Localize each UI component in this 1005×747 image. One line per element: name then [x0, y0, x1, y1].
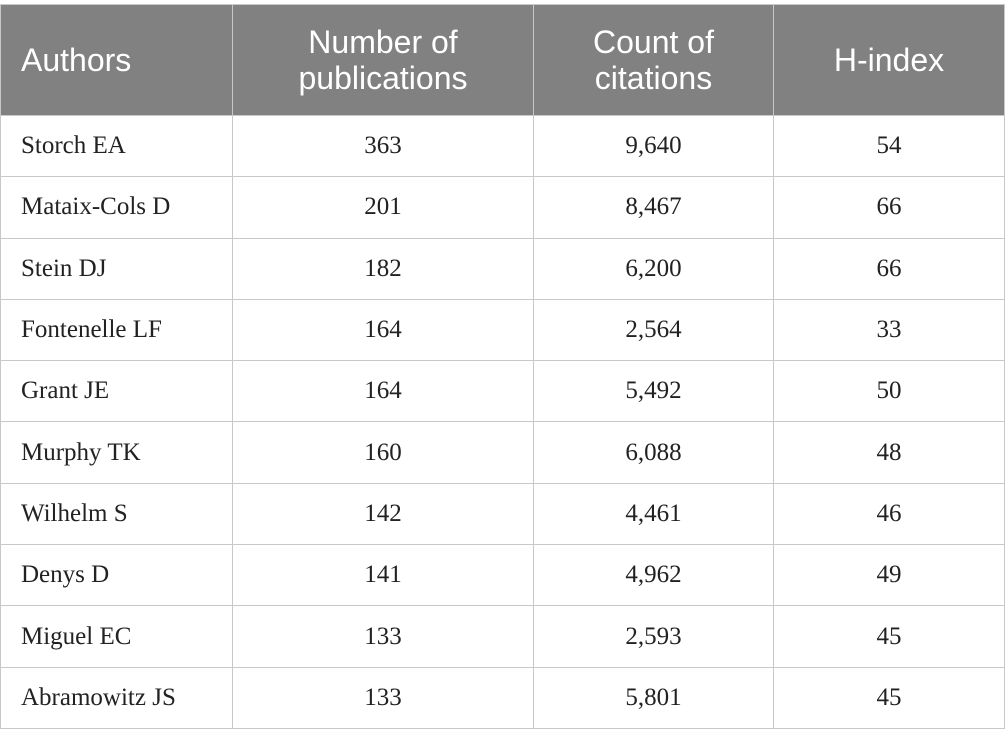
table-body: Storch EA 363 9,640 54 Mataix-Cols D 201 8,467…	[0, 114, 1005, 729]
table-row: Murphy TK 160 6,088 48	[0, 421, 1005, 484]
value-cell: 133	[232, 666, 534, 729]
value-cell: 54	[773, 114, 1005, 178]
value-cell: 4,962	[533, 544, 774, 607]
value-cell: 6,088	[533, 421, 774, 484]
value-cell: 45	[773, 605, 1005, 668]
author-cell: Denys D	[0, 544, 233, 607]
value-cell: 182	[232, 237, 534, 300]
value-cell: 5,492	[533, 360, 774, 423]
author-cell: Stein DJ	[0, 237, 233, 300]
value-cell: 66	[773, 237, 1005, 300]
value-cell: 5,801	[533, 666, 774, 729]
value-cell: 33	[773, 298, 1005, 362]
author-cell: Miguel EC	[0, 605, 233, 668]
table-row: Abramowitz JS 133 5,801 45	[0, 666, 1005, 729]
value-cell: 142	[232, 482, 534, 546]
value-cell: 45	[773, 666, 1005, 729]
data-table: Authors Number of publications Count of ci…	[0, 4, 1005, 729]
value-cell: 8,467	[533, 176, 774, 239]
header-cell: H-index	[773, 4, 1005, 116]
value-cell: 164	[232, 298, 534, 362]
value-cell: 363	[232, 114, 534, 178]
header-row: Authors Number of publications Count of ci…	[0, 4, 1005, 116]
header-cell: Number of publications	[232, 4, 534, 116]
author-cell: Mataix-Cols D	[0, 176, 233, 239]
value-cell: 164	[232, 360, 534, 423]
value-cell: 201	[232, 176, 534, 239]
table-row: Wilhelm S 142 4,461 46	[0, 482, 1005, 546]
value-cell: 133	[232, 605, 534, 668]
table-header: Authors Number of publications Count of ci…	[0, 4, 1005, 116]
author-cell: Abramowitz JS	[0, 666, 233, 729]
table-row: Storch EA 363 9,640 54	[0, 114, 1005, 178]
value-cell: 141	[232, 544, 534, 607]
value-cell: 49	[773, 544, 1005, 607]
value-cell: 4,461	[533, 482, 774, 546]
table-row: Stein DJ 182 6,200 66	[0, 237, 1005, 300]
value-cell: 9,640	[533, 114, 774, 178]
table-row: Miguel EC 133 2,593 45	[0, 605, 1005, 668]
author-cell: Murphy TK	[0, 421, 233, 484]
value-cell: 48	[773, 421, 1005, 484]
table-row: Denys D 141 4,962 49	[0, 544, 1005, 607]
value-cell: 2,564	[533, 298, 774, 362]
value-cell: 160	[232, 421, 534, 484]
header-cell: Authors	[0, 4, 233, 116]
table-row: Fontenelle LF 164 2,564 33	[0, 298, 1005, 362]
value-cell: 66	[773, 176, 1005, 239]
value-cell: 2,593	[533, 605, 774, 668]
author-cell: Fontenelle LF	[0, 298, 233, 362]
header-cell: Count of citations	[533, 4, 774, 116]
value-cell: 6,200	[533, 237, 774, 300]
value-cell: 50	[773, 360, 1005, 423]
value-cell: 46	[773, 482, 1005, 546]
table-row: Mataix-Cols D 201 8,467 66	[0, 176, 1005, 239]
author-cell: Grant JE	[0, 360, 233, 423]
author-cell: Storch EA	[0, 114, 233, 178]
table-row: Grant JE 164 5,492 50	[0, 360, 1005, 423]
author-cell: Wilhelm S	[0, 482, 233, 546]
